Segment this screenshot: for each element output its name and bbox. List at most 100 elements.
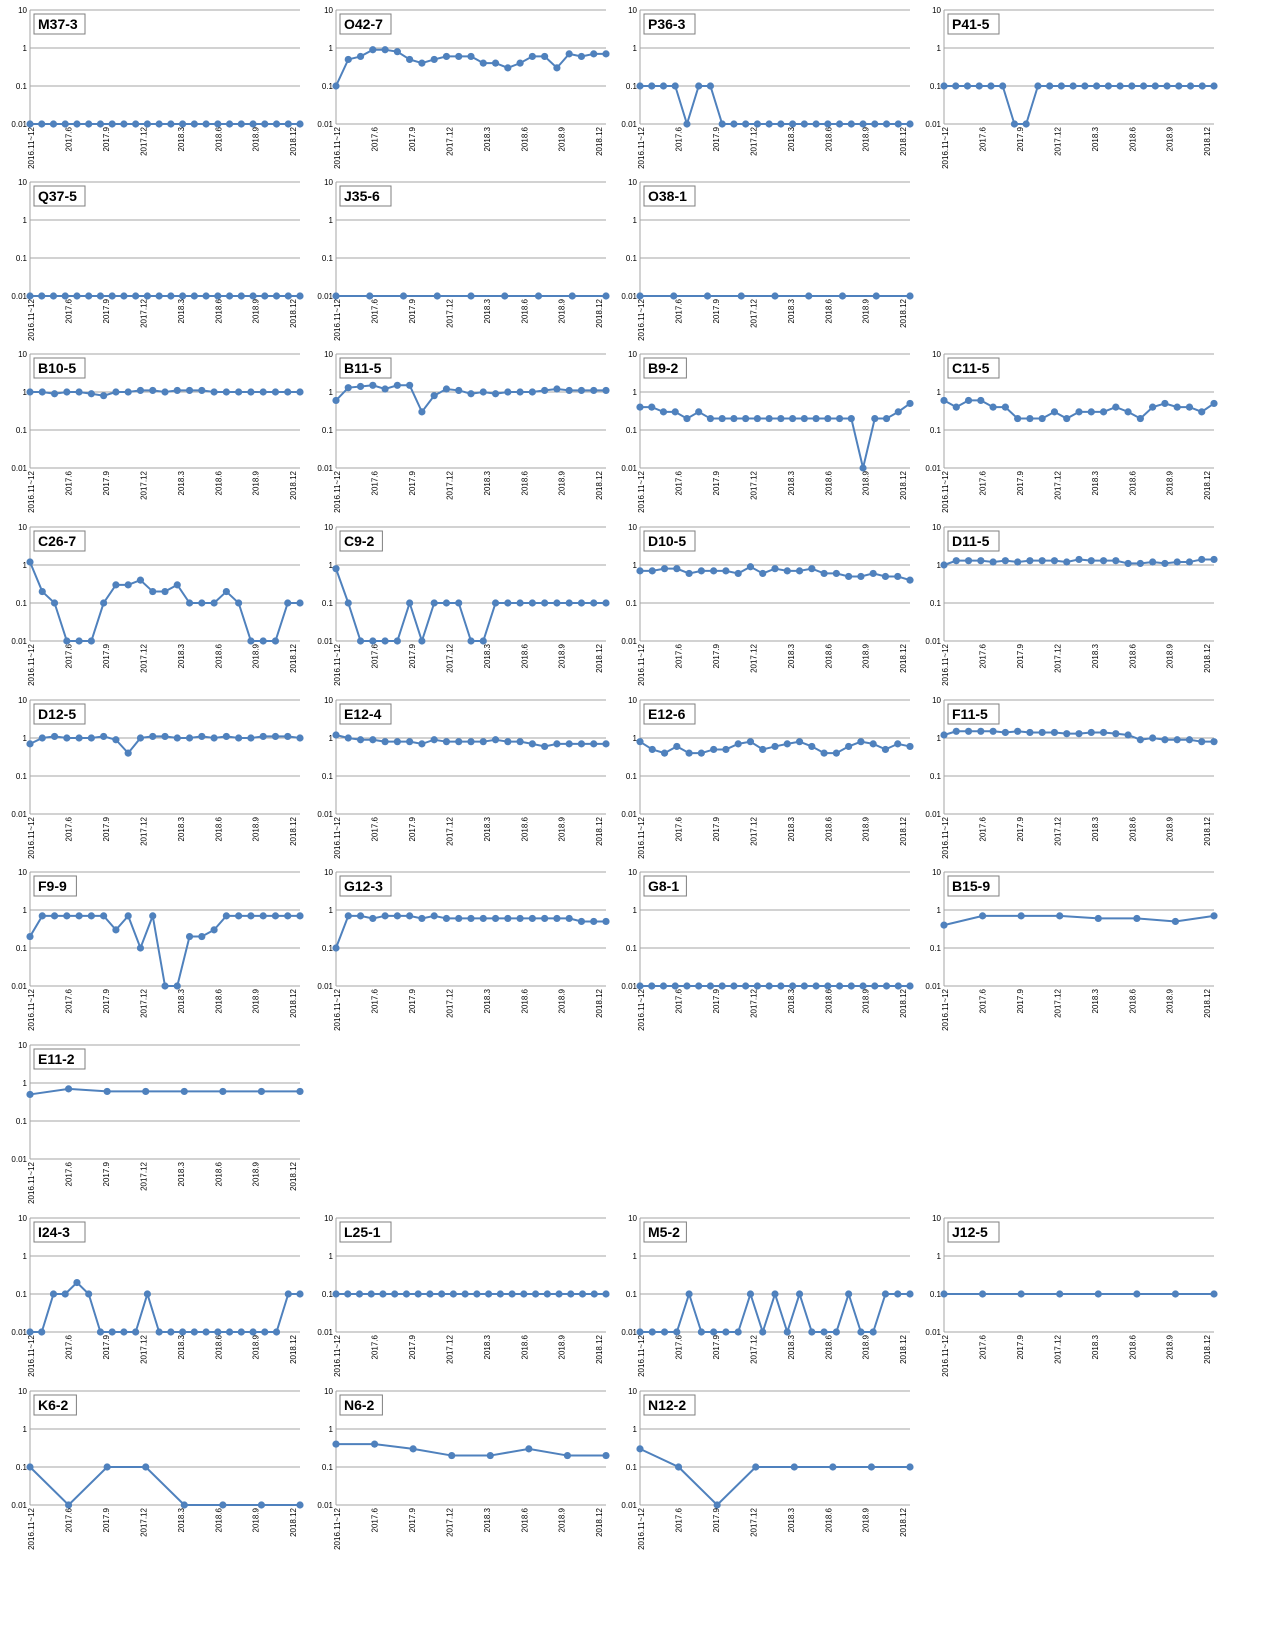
x-tick-label: 2017.6 xyxy=(371,1334,380,1359)
data-point xyxy=(648,567,656,575)
data-point xyxy=(332,292,340,300)
data-point xyxy=(771,565,779,573)
data-point xyxy=(418,637,426,645)
data-point xyxy=(108,120,116,128)
data-point xyxy=(565,599,573,607)
data-point xyxy=(26,1463,34,1471)
series-line xyxy=(29,912,300,987)
data-point xyxy=(577,599,586,607)
data-point xyxy=(590,1290,598,1298)
x-tick-label: 2016.11~12 xyxy=(27,643,36,685)
x-tick-label: 2018.9 xyxy=(252,816,261,841)
y-tick-label: 0.1 xyxy=(16,1117,28,1126)
x-tick-label: 2017.9 xyxy=(1016,643,1025,668)
data-point xyxy=(906,120,914,128)
y-tick-label: 0.01 xyxy=(11,1155,27,1164)
data-point xyxy=(964,396,973,405)
data-point xyxy=(565,386,573,395)
data-point xyxy=(271,732,280,741)
data-point xyxy=(871,414,879,423)
chart-title: J12-5 xyxy=(952,1224,988,1240)
y-tick-label: 0.01 xyxy=(317,1328,333,1337)
data-point xyxy=(219,1087,227,1096)
x-tick-label: 2017.12 xyxy=(445,1507,454,1536)
data-point xyxy=(795,1290,804,1298)
data-point xyxy=(1171,917,1180,926)
chart-title: F11-5 xyxy=(952,706,988,722)
data-point xyxy=(237,1328,245,1336)
chart-title-box xyxy=(643,703,696,725)
data-point xyxy=(26,292,34,300)
data-point xyxy=(49,120,58,128)
data-point xyxy=(516,914,524,923)
data-point xyxy=(812,120,820,128)
data-point xyxy=(257,1501,266,1509)
data-point xyxy=(783,567,791,575)
data-point xyxy=(75,734,83,742)
data-point xyxy=(1034,82,1042,90)
x-tick-label: 2018.3 xyxy=(787,126,796,151)
x-tick-label: 2017.12 xyxy=(139,470,148,499)
y-tick-label: 10 xyxy=(324,523,333,532)
data-point xyxy=(430,599,438,607)
data-point xyxy=(706,82,715,90)
x-tick-label: 2018.9 xyxy=(252,1334,261,1359)
chart-title: D11-5 xyxy=(952,533,990,549)
x-tick-label: 2016.11~12 xyxy=(27,470,36,512)
data-point xyxy=(718,414,726,423)
x-tick-label: 2018.3 xyxy=(1091,470,1100,495)
x-tick-label: 2018.6 xyxy=(824,298,833,323)
x-tick-label: 2017.12 xyxy=(445,298,454,327)
data-point xyxy=(977,396,985,405)
data-point xyxy=(399,292,408,300)
chart-title: O38-1 xyxy=(648,188,687,204)
data-point xyxy=(496,1290,504,1298)
data-point xyxy=(271,637,280,645)
x-tick-label: 2017.12 xyxy=(445,816,454,845)
data-point xyxy=(355,1290,364,1298)
data-point xyxy=(124,581,132,589)
x-tick-label: 2018.6 xyxy=(1128,470,1137,495)
data-point xyxy=(685,1290,693,1298)
x-tick-label: 2018.12 xyxy=(289,126,298,155)
x-tick-label: 2018.9 xyxy=(1166,643,1175,668)
x-tick-label: 2017.9 xyxy=(408,298,417,323)
x-tick-label: 2017.12 xyxy=(139,1507,148,1536)
data-point xyxy=(812,982,820,990)
x-tick-label: 2017.9 xyxy=(1016,1334,1025,1359)
x-tick-label: 2018.9 xyxy=(558,1334,567,1359)
x-tick-label: 2018.6 xyxy=(1128,643,1137,668)
x-tick-label: 2016.11~12 xyxy=(941,643,950,685)
data-point xyxy=(190,1328,198,1336)
x-tick-label: 2018.9 xyxy=(558,126,567,151)
data-point xyxy=(100,912,108,920)
data-point xyxy=(636,82,644,90)
y-tick-label: 1 xyxy=(633,734,638,743)
x-tick-label: 2018.3 xyxy=(483,643,492,668)
x-tick-label: 2016.11~12 xyxy=(333,1507,342,1549)
chart-title-box xyxy=(947,1221,1000,1243)
x-tick-label: 2018.12 xyxy=(899,298,908,327)
y-tick-label: 10 xyxy=(932,523,941,532)
data-point xyxy=(272,1328,281,1336)
data-point xyxy=(406,738,414,746)
data-point xyxy=(829,1463,837,1471)
data-point xyxy=(214,292,222,300)
y-tick-label: 0.01 xyxy=(621,1501,637,1510)
chart-title-box xyxy=(643,530,696,552)
x-tick-label: 2018.6 xyxy=(520,988,529,1013)
x-tick-label: 2018.6 xyxy=(520,1334,529,1359)
data-point xyxy=(602,292,610,300)
data-point xyxy=(142,1087,150,1096)
x-tick-label: 2018.3 xyxy=(1091,816,1100,841)
x-tick-label: 2017.6 xyxy=(65,1161,74,1186)
x-tick-label: 2018.3 xyxy=(787,988,796,1013)
data-point xyxy=(553,385,561,393)
data-point xyxy=(869,740,877,748)
data-point xyxy=(1210,1290,1218,1298)
data-point xyxy=(602,1451,610,1460)
data-point xyxy=(261,120,269,128)
